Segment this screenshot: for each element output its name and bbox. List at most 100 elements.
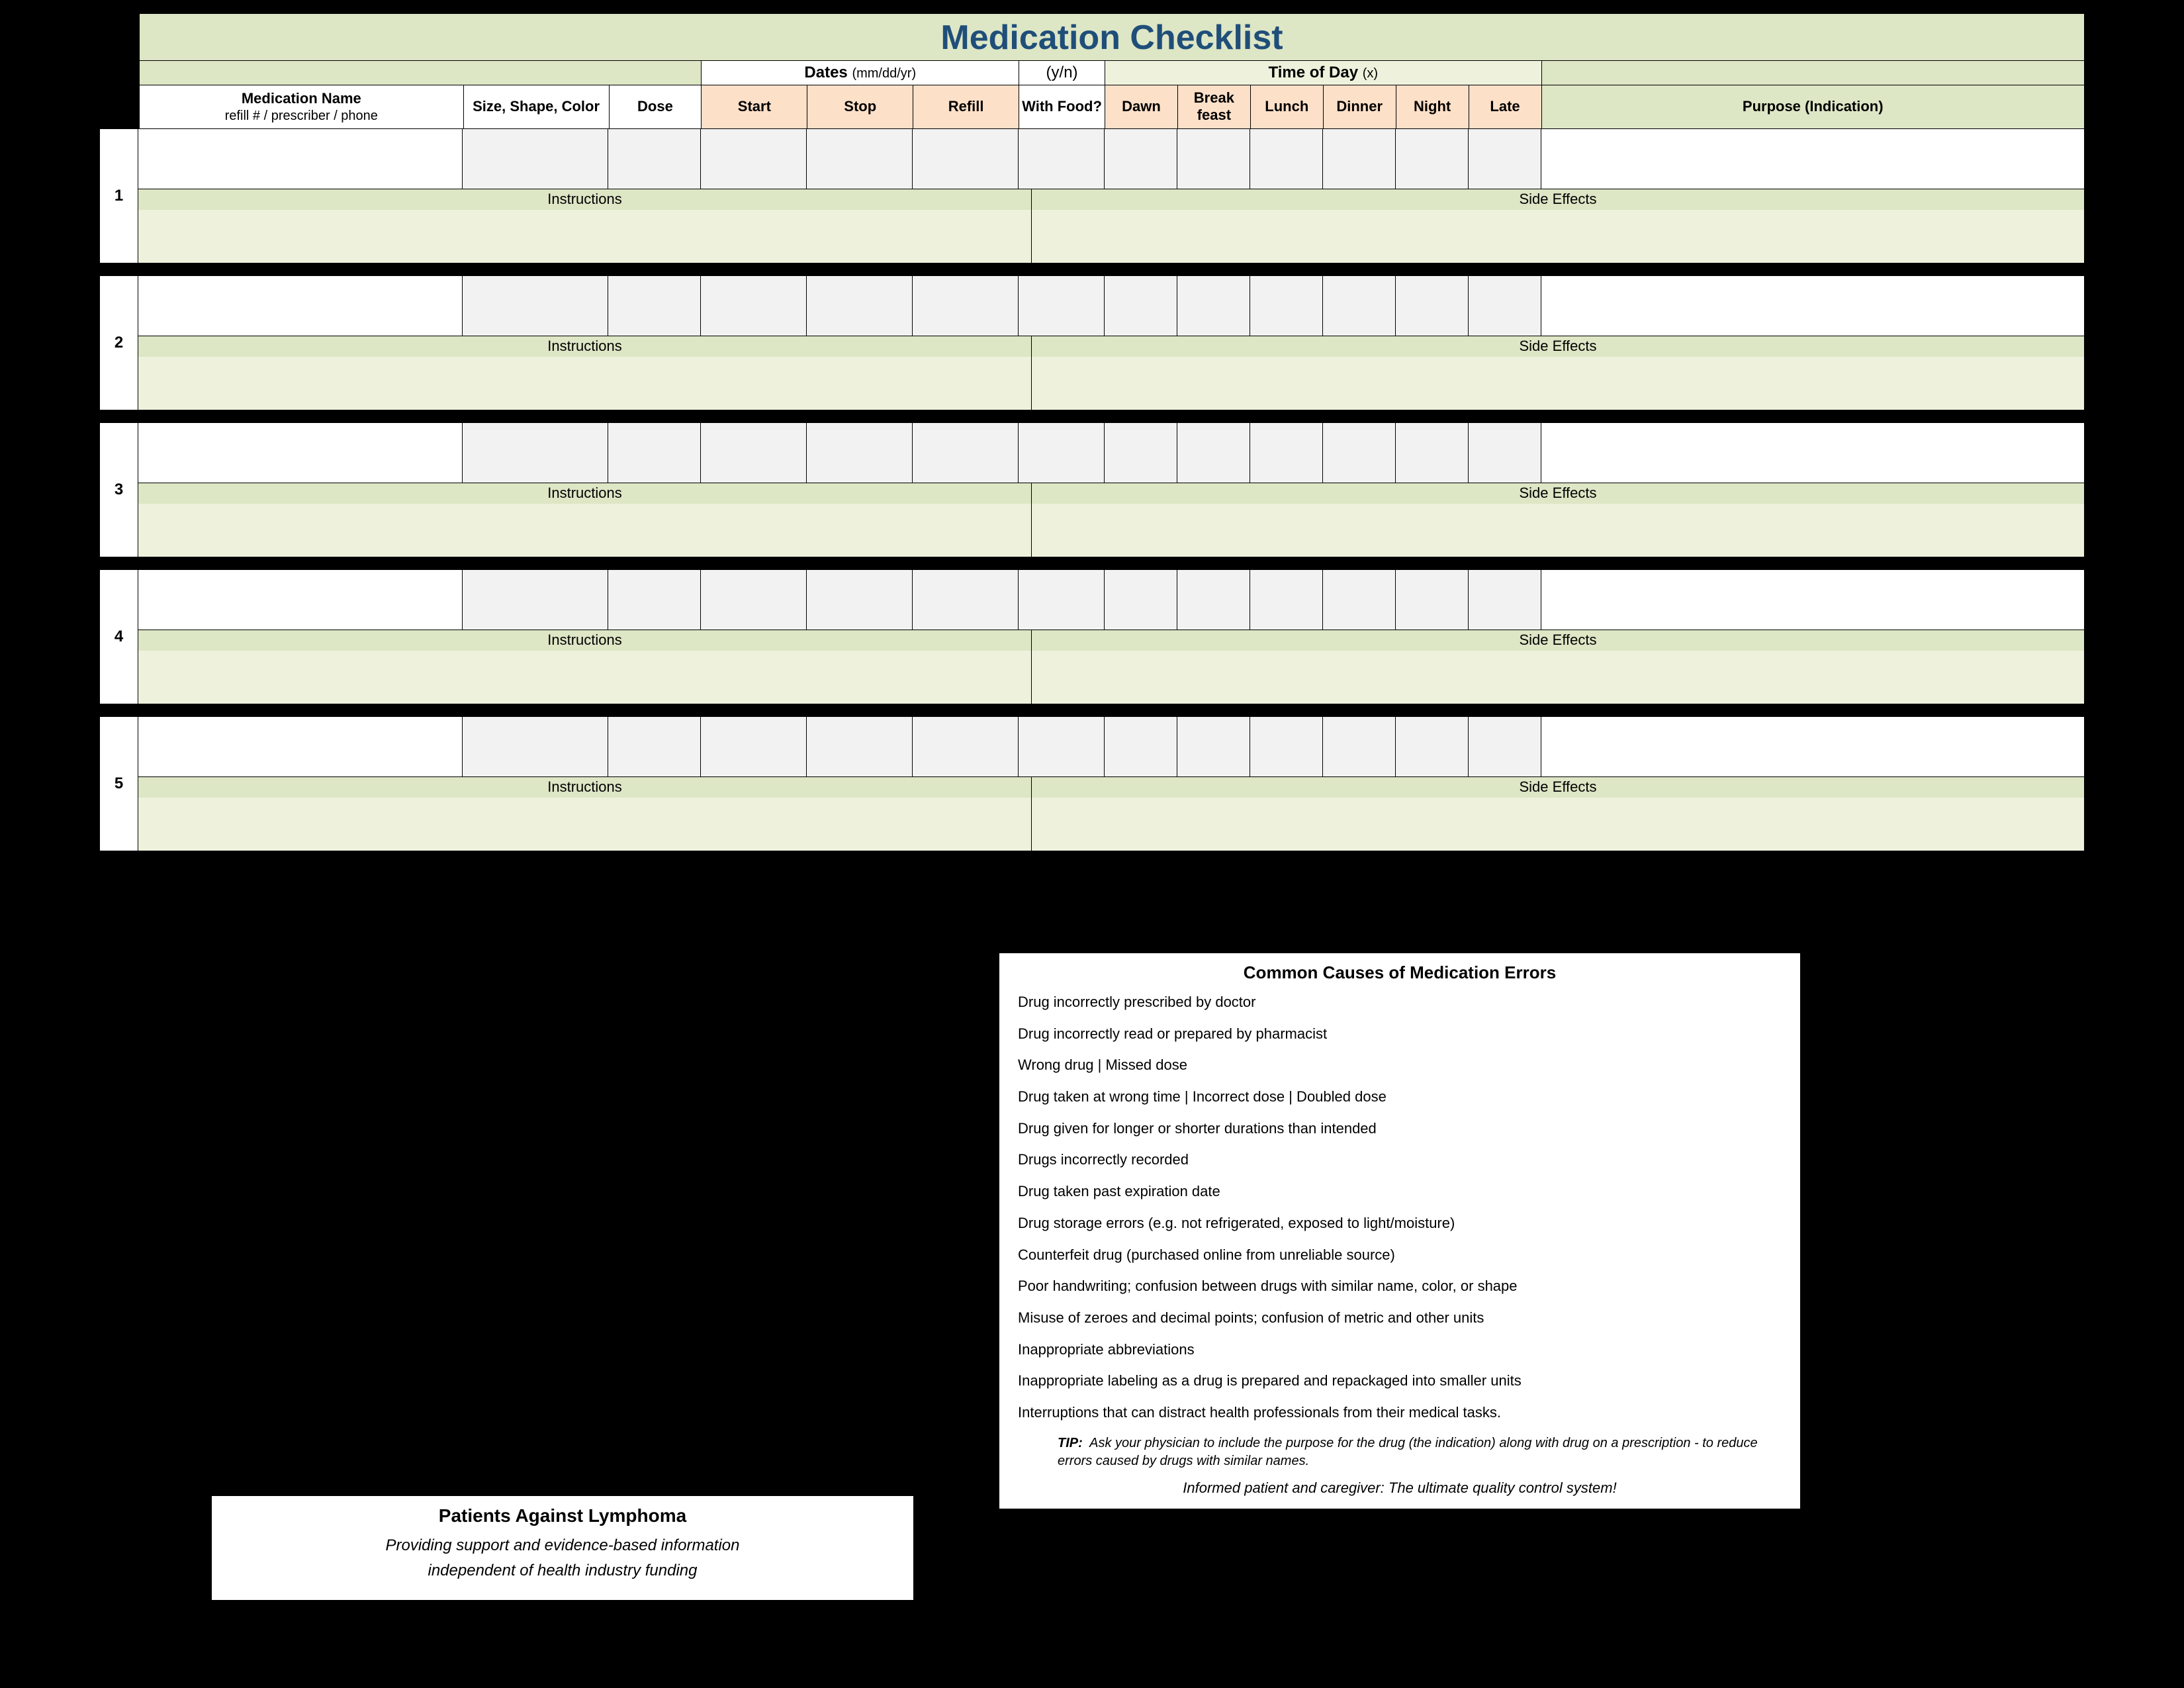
instructions-cell[interactable]: [138, 357, 1032, 410]
cell-refill[interactable]: [913, 129, 1019, 189]
cell-stop[interactable]: [807, 129, 913, 189]
medication-row: 4InstructionsSide Effects: [99, 569, 2085, 704]
medication-row: 5InstructionsSide Effects: [99, 716, 2085, 851]
cell-start[interactable]: [701, 423, 807, 483]
cell-break[interactable]: [1177, 717, 1250, 776]
cell-dawn[interactable]: [1105, 570, 1177, 630]
side-effects-cell[interactable]: [1032, 798, 2084, 851]
cell-food[interactable]: [1019, 717, 1105, 776]
row-number: 4: [99, 569, 138, 704]
instruction-header: InstructionsSide Effects: [138, 189, 2084, 210]
cell-lunch[interactable]: [1250, 129, 1323, 189]
cell-refill[interactable]: [913, 423, 1019, 483]
cell-name[interactable]: [138, 129, 463, 189]
cell-night[interactable]: [1396, 276, 1469, 336]
cell-shape[interactable]: [463, 423, 608, 483]
cell-name[interactable]: [138, 570, 463, 630]
error-item: Drug given for longer or shorter duratio…: [1018, 1119, 1782, 1139]
cell-start[interactable]: [701, 570, 807, 630]
cell-shape[interactable]: [463, 570, 608, 630]
cell-late[interactable]: [1469, 129, 1541, 189]
side-effects-cell[interactable]: [1032, 357, 2084, 410]
medication-row: 1InstructionsSide Effects: [99, 129, 2085, 263]
cell-break[interactable]: [1177, 276, 1250, 336]
cell-refill[interactable]: [913, 570, 1019, 630]
cell-break[interactable]: [1177, 129, 1250, 189]
cell-dose[interactable]: [608, 129, 701, 189]
cell-food[interactable]: [1019, 423, 1105, 483]
cell-start[interactable]: [701, 129, 807, 189]
title-band: Medication Checklist Dates (mm/dd/yr) (y…: [139, 13, 2085, 85]
cell-break[interactable]: [1177, 423, 1250, 483]
cell-stop[interactable]: [807, 423, 913, 483]
error-item: Misuse of zeroes and decimal points; con…: [1018, 1308, 1782, 1328]
side-effects-cell[interactable]: [1032, 504, 2084, 557]
cell-purpose[interactable]: [1541, 570, 2084, 630]
cell-stop[interactable]: [807, 276, 913, 336]
cell-purpose[interactable]: [1541, 276, 2084, 336]
cell-dose[interactable]: [608, 717, 701, 776]
checklist-page: Medication Checklist Dates (mm/dd/yr) (y…: [99, 13, 2085, 851]
medication-rows: 1InstructionsSide Effects2InstructionsSi…: [99, 129, 2085, 851]
instructions-cell[interactable]: [138, 651, 1032, 704]
cell-late[interactable]: [1469, 276, 1541, 336]
cell-start[interactable]: [701, 717, 807, 776]
cell-night[interactable]: [1396, 423, 1469, 483]
cell-night[interactable]: [1396, 570, 1469, 630]
cell-dinner[interactable]: [1323, 129, 1396, 189]
cell-dawn[interactable]: [1105, 276, 1177, 336]
cell-dose[interactable]: [608, 570, 701, 630]
instruction-body: [138, 210, 2084, 263]
tip-label: TIP:: [1058, 1436, 1083, 1450]
cell-refill[interactable]: [913, 276, 1019, 336]
cell-dinner[interactable]: [1323, 717, 1396, 776]
cell-stop[interactable]: [807, 570, 913, 630]
cell-night[interactable]: [1396, 129, 1469, 189]
cell-lunch[interactable]: [1250, 423, 1323, 483]
cell-late[interactable]: [1469, 570, 1541, 630]
cell-shape[interactable]: [463, 717, 608, 776]
error-item: Interruptions that can distract health p…: [1018, 1403, 1782, 1423]
cell-name[interactable]: [138, 276, 463, 336]
cell-name[interactable]: [138, 423, 463, 483]
cell-dinner[interactable]: [1323, 276, 1396, 336]
cell-start[interactable]: [701, 276, 807, 336]
cell-dawn[interactable]: [1105, 423, 1177, 483]
cell-shape[interactable]: [463, 129, 608, 189]
instructions-cell[interactable]: [138, 798, 1032, 851]
cell-late[interactable]: [1469, 423, 1541, 483]
instructions-cell[interactable]: [138, 504, 1032, 557]
cell-refill[interactable]: [913, 717, 1019, 776]
row-body: InstructionsSide Effects: [138, 716, 2085, 851]
hdr-lunch: Lunch: [1251, 85, 1324, 128]
cell-dose[interactable]: [608, 423, 701, 483]
cell-food[interactable]: [1019, 570, 1105, 630]
cell-stop[interactable]: [807, 717, 913, 776]
side-effects-cell[interactable]: [1032, 651, 2084, 704]
error-item: Wrong drug | Missed dose: [1018, 1055, 1782, 1075]
cell-purpose[interactable]: [1541, 129, 2084, 189]
cell-lunch[interactable]: [1250, 717, 1323, 776]
side-effects-cell[interactable]: [1032, 210, 2084, 263]
cell-purpose[interactable]: [1541, 717, 2084, 776]
cell-shape[interactable]: [463, 276, 608, 336]
instructions-cell[interactable]: [138, 210, 1032, 263]
cell-lunch[interactable]: [1250, 276, 1323, 336]
cell-late[interactable]: [1469, 717, 1541, 776]
cell-dawn[interactable]: [1105, 717, 1177, 776]
cell-purpose[interactable]: [1541, 423, 2084, 483]
cell-dawn[interactable]: [1105, 129, 1177, 189]
cell-food[interactable]: [1019, 276, 1105, 336]
cell-break[interactable]: [1177, 570, 1250, 630]
cell-name[interactable]: [138, 717, 463, 776]
instruction-body: [138, 357, 2084, 410]
hdr-food: With Food?: [1019, 85, 1105, 128]
error-item: Drug taken past expiration date: [1018, 1182, 1782, 1201]
cell-dose[interactable]: [608, 276, 701, 336]
cell-food[interactable]: [1019, 129, 1105, 189]
cell-dinner[interactable]: [1323, 570, 1396, 630]
cell-dinner[interactable]: [1323, 423, 1396, 483]
cell-lunch[interactable]: [1250, 570, 1323, 630]
cell-night[interactable]: [1396, 717, 1469, 776]
side-effects-label: Side Effects: [1032, 189, 2084, 210]
